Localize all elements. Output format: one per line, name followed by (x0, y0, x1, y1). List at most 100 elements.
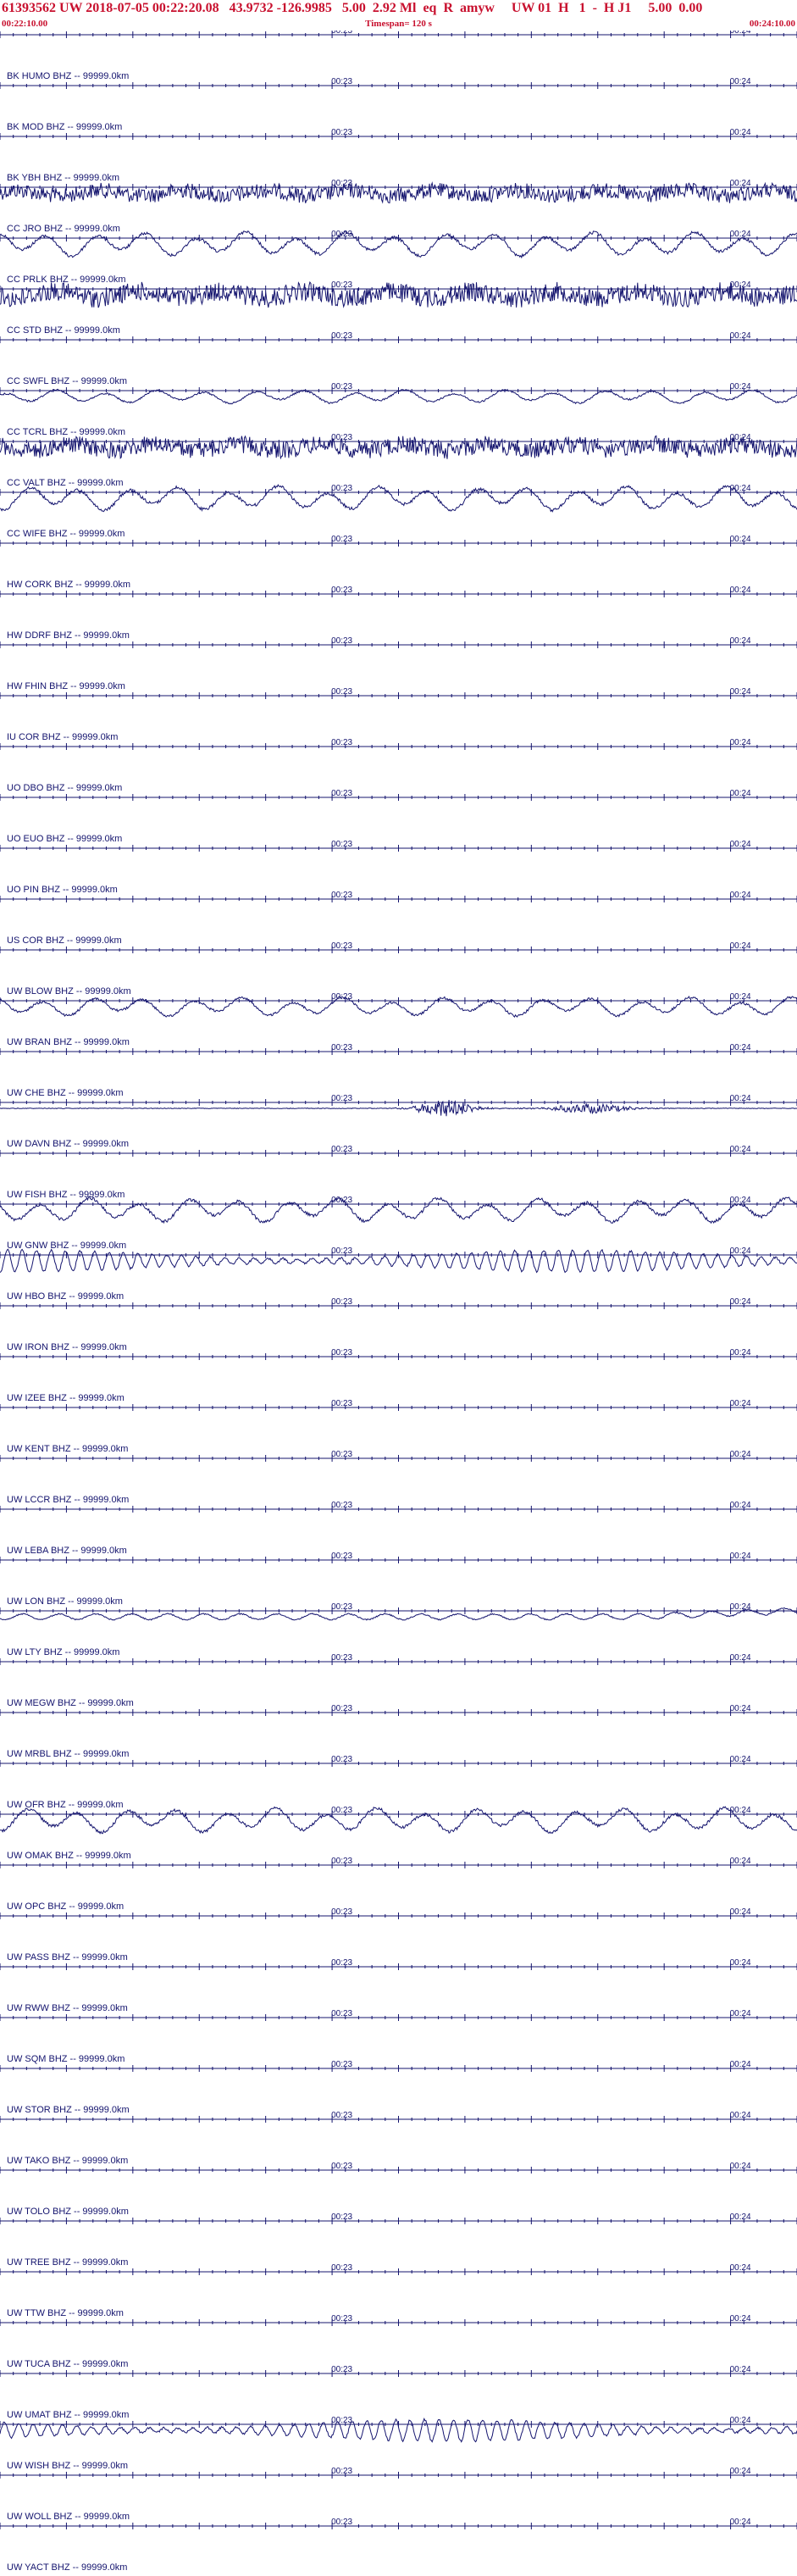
trace-row: 00:23 00:24 UW RWW BHZ -- 99999.0km (0, 1958, 797, 2013)
time-tick-label: 00:23 (331, 2212, 352, 2222)
time-tick-label: 00:24 (730, 2212, 751, 2222)
trace-row: 00:23 00:24 UW TAKO BHZ -- 99999.0km (0, 2111, 797, 2166)
trace-row: 00:23 00:24 CC WIFE BHZ -- 99999.0km (0, 484, 797, 539)
time-tick-label: 00:24 (730, 1450, 751, 1459)
time-tick-label: 00:23 (331, 2162, 352, 2171)
time-tick-label: 00:23 (331, 1602, 352, 1612)
time-tick-label: 00:23 (331, 1806, 352, 1815)
seismogram-trace (0, 1607, 797, 1621)
trace-row: 00:23 00:24 UO DBO BHZ -- 99999.0km (0, 738, 797, 793)
end-time-label: 00:24:10.00 (749, 19, 795, 29)
time-tick-label: 00:23 (331, 1348, 352, 1357)
station-label: UW BRAN BHZ -- 99999.0km (7, 1037, 130, 1047)
time-tick-label: 00:24 (730, 789, 751, 798)
time-tick-label: 00:23 (331, 2060, 352, 2069)
trace-row: 00:23 00:24 UW GNW BHZ -- 99999.0km (0, 1196, 797, 1274)
timespan-label: Timespan= 120 s (365, 19, 432, 29)
station-label: UW KENT BHZ -- 99999.0km (7, 1444, 128, 1454)
station-label: UW CHE BHZ -- 99999.0km (7, 1088, 124, 1098)
time-tick-label: 00:24 (730, 586, 751, 595)
time-tick-label: 00:24 (730, 687, 751, 697)
station-label: UW OFR BHZ -- 99999.0km (7, 1800, 124, 1810)
trace-row: 00:23 00:24 UW TREE BHZ -- 99999.0km (0, 2212, 797, 2268)
trace-row: 00:23 00:24 BK HUMO BHZ -- 99999.0km (0, 31, 797, 81)
station-label: UW FISH BHZ -- 99999.0km (7, 1190, 125, 1200)
time-tick-label: 00:23 (331, 1501, 352, 1510)
time-tick-label: 00:24 (730, 2416, 751, 2425)
trace-row: 00:23 00:24 BK YBH BHZ -- 99999.0km (0, 128, 797, 204)
time-tick-label: 00:24 (730, 535, 751, 544)
station-label: UO PIN BHZ -- 99999.0km (7, 885, 118, 895)
time-tick-label: 00:23 (331, 382, 352, 391)
time-tick-label: 00:23 (331, 2009, 352, 2018)
trace-row: 00:23 00:24 CC STD BHZ -- 99999.0km (0, 280, 797, 336)
station-label: HW FHIN BHZ -- 99999.0km (7, 681, 125, 691)
station-label: UW DAVN BHZ -- 99999.0km (7, 1139, 129, 1149)
time-tick-label: 00:24 (730, 2263, 751, 2273)
station-label: UW PASS BHZ -- 99999.0km (7, 1952, 128, 1963)
time-tick-label: 00:23 (331, 1907, 352, 1917)
station-label: BK YBH BHZ -- 99999.0km (7, 173, 119, 183)
time-tick-label: 00:24 (730, 1297, 751, 1307)
time-tick-label: 00:24 (730, 1704, 751, 1713)
station-label: UW TUCA BHZ -- 99999.0km (7, 2359, 128, 2369)
station-label: UW OPC BHZ -- 99999.0km (7, 1901, 124, 1912)
station-label: UO EUO BHZ -- 99999.0km (7, 834, 122, 844)
trace-row: 00:23 00:24 US COR BHZ -- 99999.0km (0, 891, 797, 946)
trace-row: 00:23 00:24 UW LEBA BHZ -- 99999.0km (0, 1501, 797, 1556)
time-tick-label: 00:23 (331, 1399, 352, 1408)
trace-row: 00:23 00:24 UW HBO BHZ -- 99999.0km (0, 1246, 797, 1302)
record-section: 00:23 00:24 BK HUMO BHZ -- 99999.0km 00:23 0… (0, 31, 797, 2576)
trace-row: 00:23 00:24 UW LON BHZ -- 99999.0km (0, 1552, 797, 1621)
station-label: UW IRON BHZ -- 99999.0km (7, 1342, 127, 1352)
time-tick-label: 00:23 (331, 1755, 352, 1764)
time-tick-label: 00:23 (331, 2263, 352, 2273)
time-tick-label: 00:24 (730, 433, 751, 442)
trace-row: 00:23 00:24 UW SQM BHZ -- 99999.0km (0, 2009, 797, 2064)
trace-row: 00:23 00:24 UW LTY BHZ -- 99999.0km (0, 1602, 797, 1657)
trace-row: 00:23 00:24 UW LCCR BHZ -- 99999.0km (0, 1450, 797, 1505)
trace-row: 00:23 00:24 UW WOLL BHZ -- 99999.0km (0, 2467, 797, 2522)
time-tick-label: 00:23 (331, 230, 352, 239)
time-tick-label: 00:24 (730, 382, 751, 391)
trace-row: 00:23 00:24 UW BRAN BHZ -- 99999.0km (0, 992, 797, 1047)
time-tick-label: 00:23 (331, 1297, 352, 1307)
station-label: UW IZEE BHZ -- 99999.0km (7, 1393, 125, 1403)
time-tick-label: 00:24 (730, 2314, 751, 2323)
trace-row: 00:23 00:24 CC JRO BHZ -- 99999.0km (0, 179, 797, 259)
station-label: UW LEBA BHZ -- 99999.0km (7, 1546, 127, 1556)
station-label: UW LON BHZ -- 99999.0km (7, 1596, 123, 1607)
time-tick-label: 00:23 (331, 2416, 352, 2425)
station-label: UW WOLL BHZ -- 99999.0km (7, 2512, 130, 2522)
station-label: CC JRO BHZ -- 99999.0km (7, 224, 120, 234)
trace-row: 00:23 00:24 HW CORK BHZ -- 99999.0km (0, 535, 797, 590)
trace-row: 00:23 00:24 UO PIN BHZ -- 99999.0km (0, 840, 797, 895)
trace-row: 00:23 00:24 CC SWFL BHZ -- 99999.0km (0, 331, 797, 405)
time-tick-label: 00:24 (730, 179, 751, 188)
station-label: UW BLOW BHZ -- 99999.0km (7, 986, 131, 997)
time-tick-label: 00:23 (331, 687, 352, 697)
trace-row: 00:23 00:24 UW TTW BHZ -- 99999.0km (0, 2263, 797, 2318)
seismogram-trace (0, 1806, 797, 1835)
time-tick-label: 00:23 (331, 1043, 352, 1052)
station-label: UO DBO BHZ -- 99999.0km (7, 783, 122, 793)
time-tick-label: 00:24 (730, 1094, 751, 1103)
station-label: UW TOLO BHZ -- 99999.0km (7, 2207, 129, 2217)
time-tick-label: 00:23 (331, 941, 352, 951)
time-tick-label: 00:23 (331, 891, 352, 900)
trace-row: 00:23 00:24 UW MEGW BHZ -- 99999.0km (0, 1653, 797, 1708)
station-label: UW MRBL BHZ -- 99999.0km (7, 1749, 129, 1759)
station-label: HW DDRF BHZ -- 99999.0km (7, 630, 130, 641)
time-tick-label: 00:24 (730, 77, 751, 86)
time-tick-label: 00:24 (730, 31, 751, 36)
time-tick-label: 00:24 (730, 1145, 751, 1154)
time-tick-label: 00:24 (730, 1602, 751, 1612)
time-tick-label: 00:24 (730, 1958, 751, 1968)
time-tick-label: 00:23 (331, 2467, 352, 2476)
time-tick-label: 00:23 (331, 2365, 352, 2374)
seismogram-trace (0, 484, 797, 513)
time-tick-label: 00:23 (331, 179, 352, 188)
time-tick-label: 00:24 (730, 280, 751, 290)
time-tick-label: 00:23 (331, 636, 352, 646)
